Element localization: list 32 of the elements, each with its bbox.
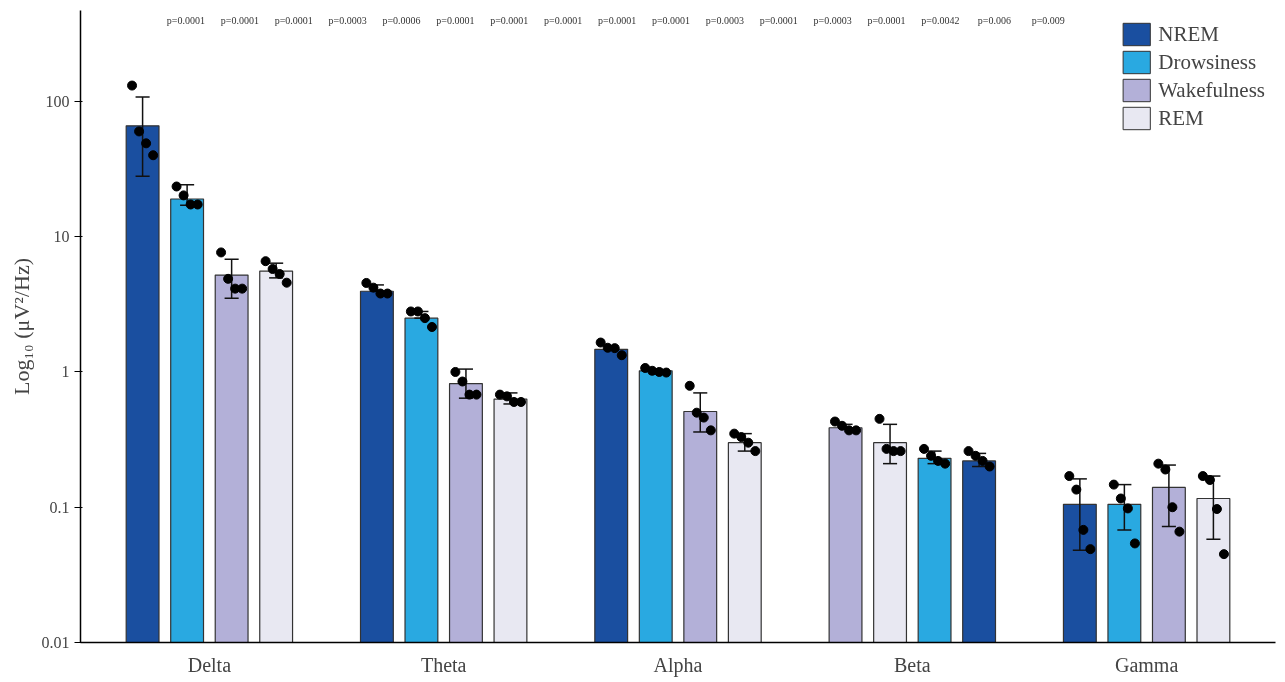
legend-label: NREM xyxy=(1158,21,1219,47)
annotation: p=0.0003 xyxy=(328,14,367,26)
annotation: p=0.0001 xyxy=(274,14,313,26)
x-tick-label: Delta xyxy=(187,653,232,676)
annotation: p=0.009 xyxy=(1031,14,1065,26)
annotation: p=0.0001 xyxy=(759,14,798,26)
x-tick-label: Alpha xyxy=(653,653,703,677)
y-tick-label: 10 xyxy=(53,228,70,246)
annotation: p=0.0001 xyxy=(490,14,529,26)
annotation: p=0.0001 xyxy=(651,14,691,26)
annotation: p=0.0003 xyxy=(705,14,744,26)
annotation: p=0.0001 xyxy=(598,14,637,26)
y-tick-label: 100 xyxy=(45,92,70,110)
annotation: p=0.006 xyxy=(977,14,1011,26)
y-axis-title: Log₁₀ (μV²/Hz) xyxy=(8,258,34,395)
x-tick-label: Theta xyxy=(420,653,467,676)
annotation: p=0.0042 xyxy=(921,14,960,26)
annotation: p=0.0001 xyxy=(220,14,259,26)
annotation: p=0.0001 xyxy=(166,14,206,26)
annotation: p=0.0001 xyxy=(436,14,475,26)
x-tick-label: Beta xyxy=(893,653,931,676)
x-tick-label: Gamma xyxy=(1114,653,1179,676)
y-tick-label: 0.1 xyxy=(49,498,70,516)
y-tick-label: 1 xyxy=(61,363,70,381)
annotation: p=0.0001 xyxy=(544,14,583,26)
annotation: p=0.0001 xyxy=(867,14,906,26)
y-tick-label: 0.01 xyxy=(41,634,70,651)
legend-label: REM xyxy=(1158,105,1204,131)
legend-label: Drowsiness xyxy=(1158,49,1257,75)
annotation: p=0.0003 xyxy=(813,14,852,26)
annotation: p=0.0006 xyxy=(382,14,421,26)
legend-label: Wakefulness xyxy=(1158,77,1265,103)
